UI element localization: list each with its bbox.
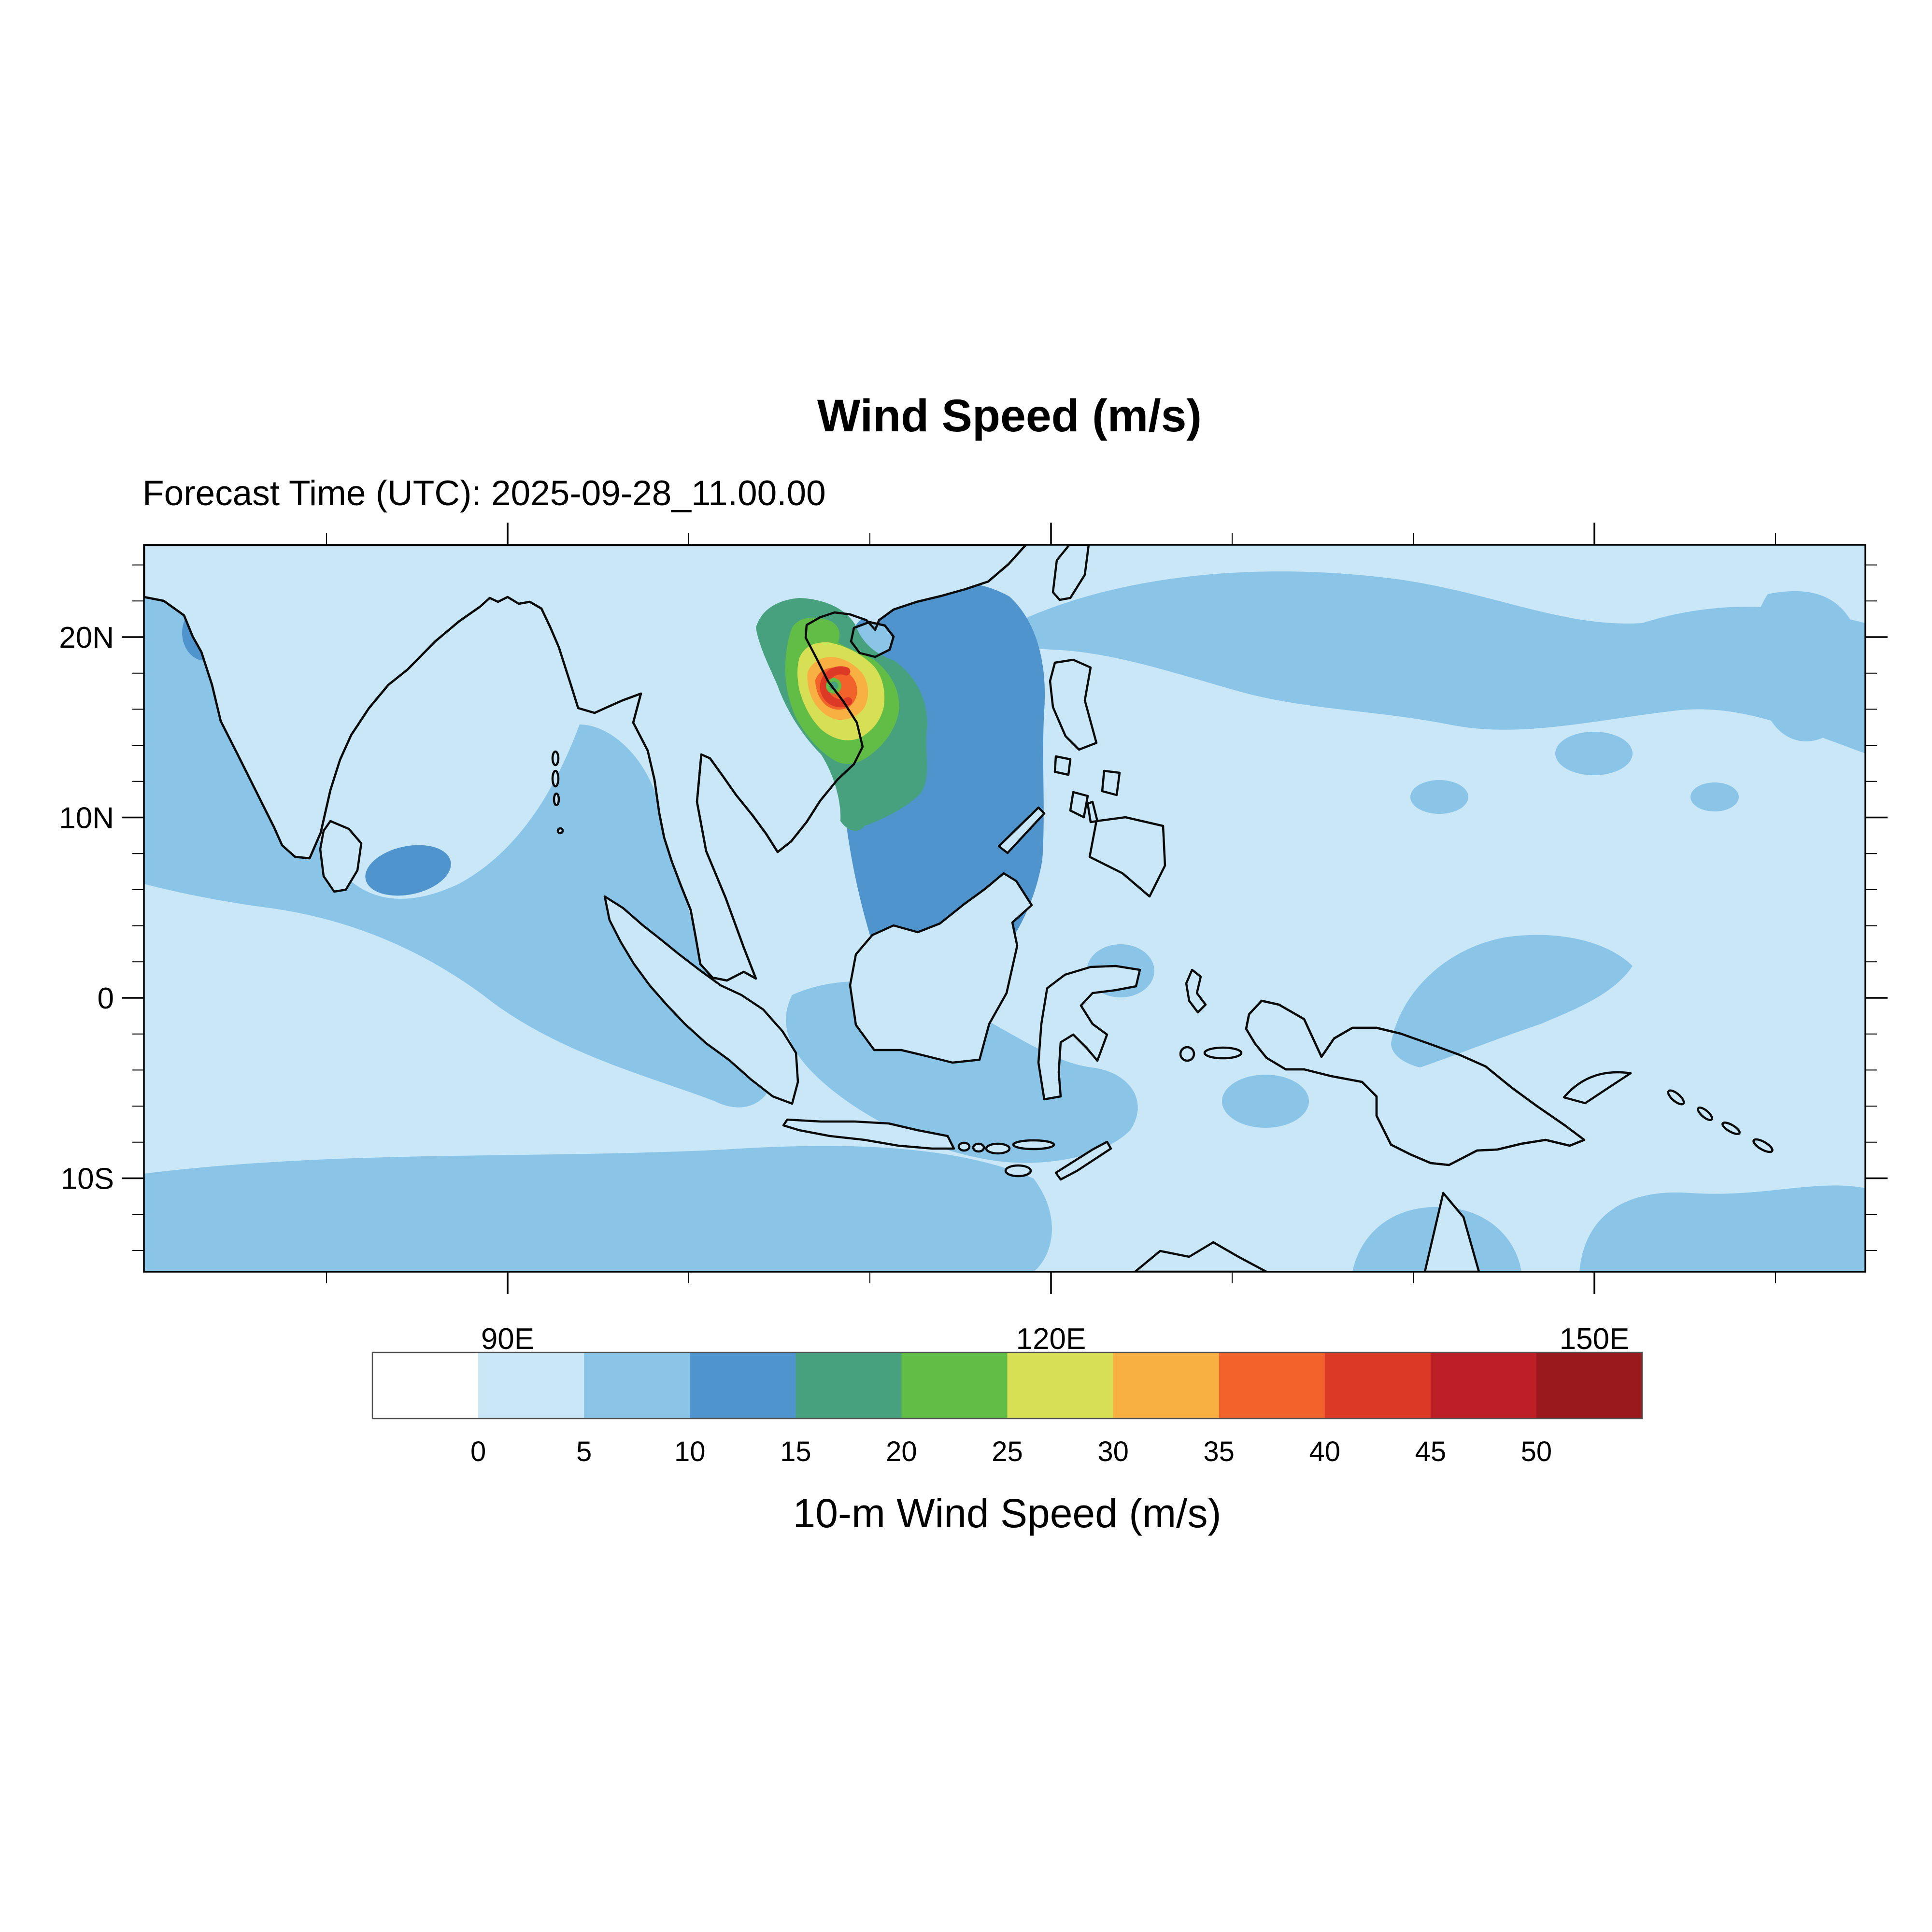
colorbar-tick-label-50: 50: [1521, 1436, 1552, 1467]
colorbar-tick-label-10: 10: [674, 1436, 706, 1467]
lat-tick-label-10N: 10N: [59, 802, 114, 835]
colorbar-segment-7: [1113, 1352, 1220, 1419]
colorbar-segment-4: [796, 1352, 902, 1419]
plot-title: Wind Speed (m/s): [817, 390, 1202, 441]
lon-tick-label-90E: 90E: [481, 1322, 534, 1356]
colorbar-segment-10: [1430, 1352, 1537, 1419]
subtropical-pacific-band: [1005, 571, 1865, 753]
map-area: [144, 545, 1865, 1272]
map-frame: [143, 544, 1866, 1273]
colorbar-tick-label-25: 25: [992, 1436, 1023, 1467]
colorbar-segment-2: [584, 1352, 691, 1419]
lon-tick-label-120E: 120E: [1016, 1322, 1086, 1356]
nicobar-island: [556, 827, 564, 835]
solomon-island-4: [1752, 1138, 1774, 1153]
colorbar-tick-label-20: 20: [886, 1436, 917, 1467]
coastline-buru: [1179, 1046, 1195, 1062]
colorbar-tick-label-40: 40: [1309, 1436, 1340, 1467]
south-indian-ocean-band: [144, 1146, 1052, 1272]
coastline-bali: [957, 1141, 971, 1152]
banda-sea-patch: [1222, 1075, 1309, 1128]
band-40-45-eyewall: [820, 666, 852, 708]
colorbar-segment-5: [901, 1352, 1008, 1419]
coastline-mindoro: [1055, 756, 1070, 775]
philippine-sea-patch-4: [1690, 782, 1739, 811]
colorbar-segment-11: [1536, 1352, 1643, 1419]
lat-tick-label-10S: 10S: [61, 1163, 114, 1196]
colorbar-segment-0: [372, 1352, 479, 1419]
philippine-sea-patch-3: [1410, 780, 1468, 814]
coral-sea-region: [1579, 1185, 1865, 1272]
band-15-20-south-patch: [857, 764, 894, 793]
colorbar-caption: 10-m Wind Speed (m/s): [793, 1491, 1222, 1536]
typhoon-eye: [829, 682, 838, 690]
colorbar-tick-label-5: 5: [576, 1436, 592, 1467]
colorbar-border: [371, 1351, 1643, 1420]
solomon-island-1: [1667, 1089, 1685, 1106]
andaman-island-3: [553, 792, 560, 807]
colorbar-segment-6: [1007, 1352, 1114, 1419]
coastline-flores: [1012, 1139, 1055, 1151]
colorbar-tick-label-30: 30: [1097, 1436, 1129, 1467]
axis-ticks: [122, 523, 1888, 1294]
colorbar-tick-label-15: 15: [780, 1436, 811, 1467]
solomon-island-2: [1697, 1106, 1713, 1122]
andaman-island-2: [551, 769, 560, 788]
landmasses: [144, 545, 1774, 1272]
indian-ocean-region: [144, 570, 775, 1108]
coastline-sumba: [1004, 1164, 1032, 1178]
solomon-island-3: [1721, 1122, 1741, 1135]
coastline-sumbawa: [985, 1142, 1011, 1155]
colorbar-tick-label-45: 45: [1415, 1436, 1447, 1467]
pacific-right-edge-blob: [1753, 591, 1865, 741]
colorbar-segment-1: [478, 1352, 585, 1419]
coastline-seram: [1203, 1046, 1243, 1060]
philippine-sea-patch-1: [1435, 657, 1541, 715]
lon-tick-label-150E: 150E: [1560, 1322, 1630, 1356]
lat-tick-label-20N: 20N: [59, 621, 114, 654]
coastline-samar: [1102, 771, 1120, 795]
lat-tick-label-0: 0: [98, 982, 114, 1015]
axis-labels: 90E 120E 150E 20N 10N 0 10S: [59, 621, 1629, 1356]
colorbar-tick-label-35: 35: [1203, 1436, 1235, 1467]
colorbar-segment-3: [690, 1352, 796, 1419]
colorbar: [372, 1352, 1643, 1419]
new-guinea-north-wind-region: [1391, 935, 1633, 1067]
colorbar-tick-label-0: 0: [470, 1436, 486, 1467]
forecast-time-label: Forecast Time (UTC): 2025-09-28_11.00.00: [142, 474, 826, 513]
colorbar-segment-8: [1219, 1352, 1325, 1419]
coastline-lombok: [972, 1142, 985, 1153]
patch-se-of-sri-lanka: [365, 845, 451, 896]
colorbar-labels: 0 5 10 15 20 25 30 35 40 45 50: [470, 1436, 1552, 1467]
philippine-sea-patch-2: [1555, 732, 1633, 775]
andaman-island-1: [551, 750, 560, 767]
colorbar-segment-9: [1324, 1352, 1431, 1419]
